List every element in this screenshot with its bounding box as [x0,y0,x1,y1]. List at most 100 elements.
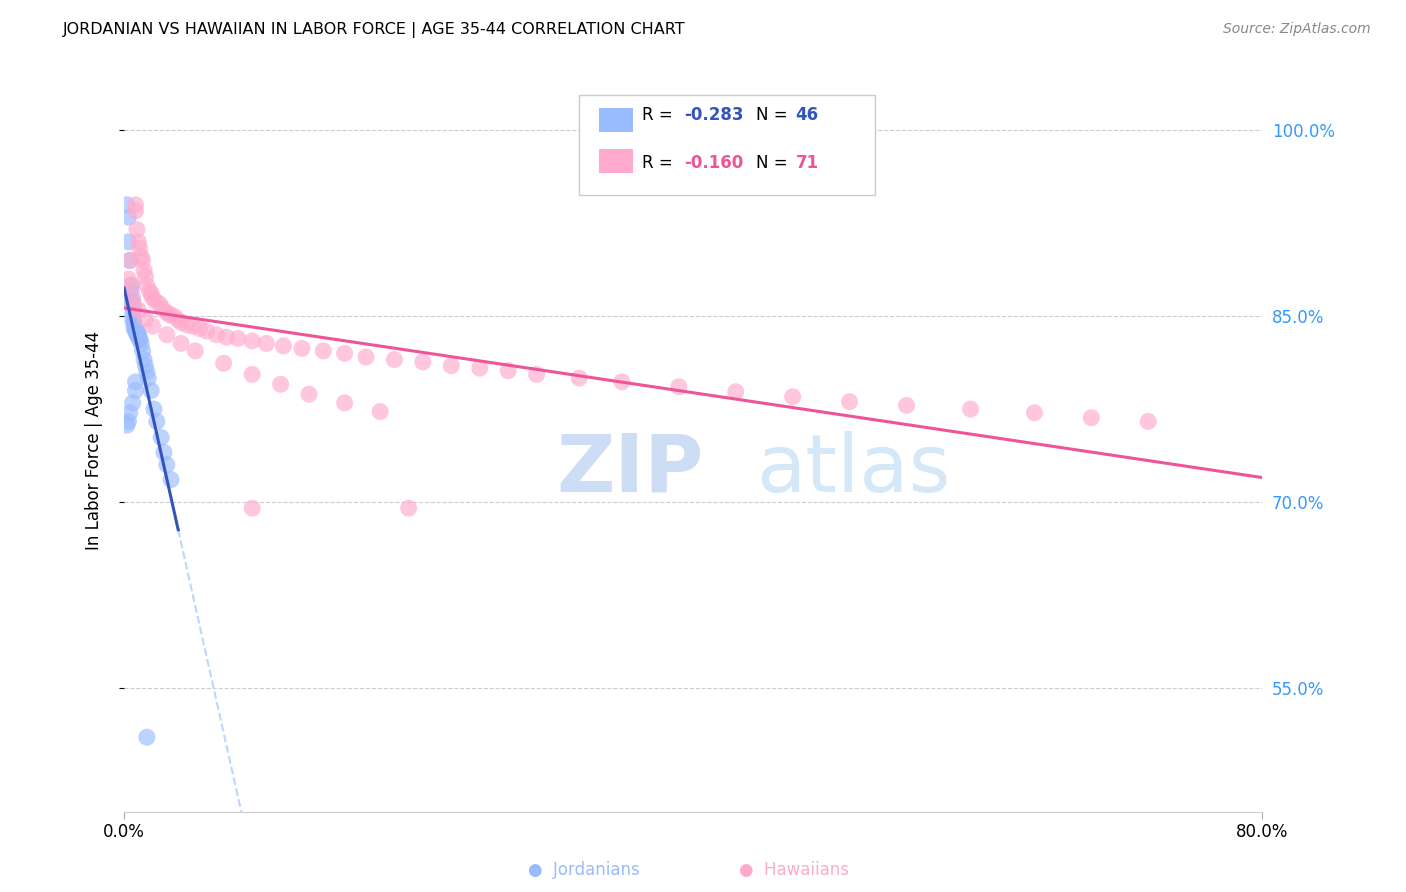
Point [412,355,434,369]
Point [149,297,172,311]
Point [333,346,356,360]
Point [188,321,211,335]
Point [115,418,138,433]
Point [125,327,148,342]
Text: ●  Jordanians: ● Jordanians [527,861,640,879]
Text: JORDANIAN VS HAWAIIAN IN LABOR FORCE | AGE 35-44 CORRELATION CHART: JORDANIAN VS HAWAIIAN IN LABOR FORCE | A… [63,22,686,38]
Text: atlas: atlas [755,431,950,508]
Point [122,299,145,313]
Point [122,318,145,332]
Point [138,285,160,299]
Point [121,313,143,327]
FancyBboxPatch shape [599,108,633,132]
Point [124,324,146,338]
FancyBboxPatch shape [579,95,875,194]
Point [120,278,142,293]
FancyBboxPatch shape [599,149,633,172]
Point [150,431,173,445]
Point [145,294,167,309]
Point [122,321,145,335]
Point [170,336,193,351]
Point [125,222,148,236]
Point [129,336,152,351]
Point [135,730,157,744]
Point [134,269,156,284]
Point [124,321,146,335]
Point [212,356,235,370]
Point [136,371,159,385]
Point [124,384,146,398]
Point [141,286,163,301]
Point [156,327,179,342]
Point [1024,406,1046,420]
Point [134,311,156,326]
Point [134,359,156,373]
Point [163,309,186,323]
Point [146,414,169,428]
Point [838,394,860,409]
Point [132,263,155,277]
Point [496,364,519,378]
Point [354,350,377,364]
Point [526,368,548,382]
Point [782,390,804,404]
Point [128,333,150,347]
Point [170,315,193,329]
Point [240,501,263,516]
Point [125,326,148,341]
Point [125,324,148,338]
Text: -0.283: -0.283 [683,106,744,124]
Point [124,321,146,335]
Point [312,343,335,358]
Point [131,253,153,268]
Point [128,331,150,345]
Point [128,241,150,255]
Point [118,253,141,268]
Text: 46: 46 [796,106,818,124]
Point [368,404,391,418]
Point [195,324,218,338]
Text: Source: ZipAtlas.com: Source: ZipAtlas.com [1223,22,1371,37]
Point [120,294,142,309]
Point [124,198,146,212]
Point [724,384,747,399]
Text: 71: 71 [796,154,818,172]
Point [156,458,179,472]
Point [124,375,146,389]
Point [398,501,420,516]
Point [215,330,238,344]
Point [127,327,149,342]
Point [1137,414,1160,428]
Point [125,326,148,340]
Point [135,278,157,293]
Point [117,272,139,286]
Point [181,319,204,334]
Point [120,278,142,293]
Point [167,313,190,327]
Point [291,342,314,356]
Point [143,402,166,417]
Point [141,384,163,398]
Text: N =: N = [755,106,793,124]
Point [122,315,145,329]
Point [254,336,277,351]
Point [118,406,141,420]
Point [152,301,174,316]
Point [118,253,141,268]
Point [610,375,633,389]
Point [127,330,149,344]
Point [896,398,918,412]
Point [176,318,198,332]
Point [384,352,406,367]
Point [468,361,491,376]
Point [129,250,152,264]
Point [159,308,181,322]
Point [132,352,155,367]
Point [121,307,143,321]
Point [205,327,228,342]
Point [298,387,321,401]
Point [240,368,263,382]
Point [668,380,690,394]
Point [131,343,153,358]
Point [124,203,146,218]
